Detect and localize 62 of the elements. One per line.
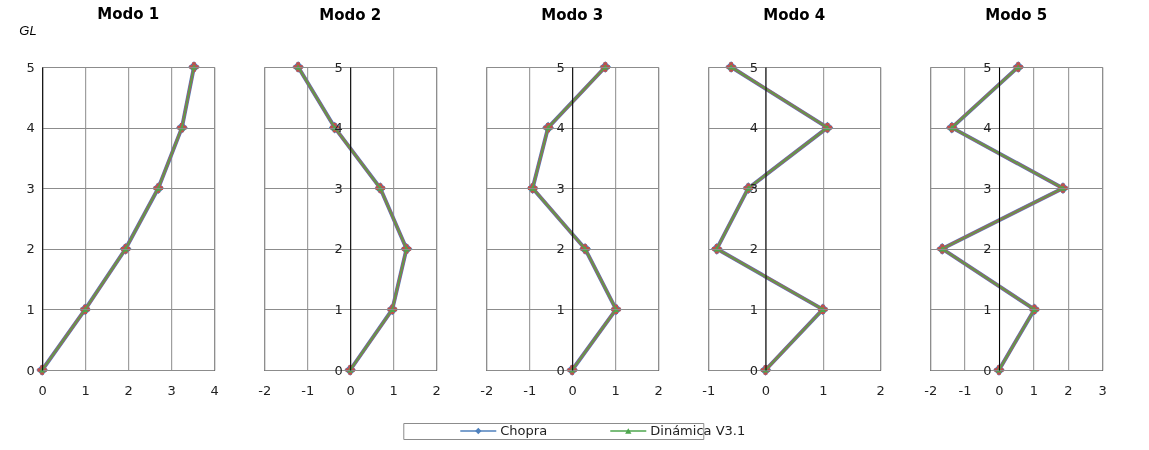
y-tick-label: 2 [26, 241, 35, 257]
y-tick-label: 0 [749, 362, 759, 378]
y-tick-label: 1 [26, 301, 35, 317]
x-tick-label: 2 [654, 382, 663, 398]
y-tick-label: 1 [334, 301, 343, 317]
x-tick-label: -1 [702, 382, 716, 398]
x-tick-label: 3 [1098, 382, 1107, 398]
x-tick-label: 2 [876, 382, 885, 398]
y-tick-label: 3 [983, 180, 992, 196]
x-tick-label: 1 [611, 382, 620, 398]
y-tick-label: 5 [749, 59, 759, 75]
y-tick-label: 5 [556, 59, 565, 75]
y-tick-label: 3 [26, 180, 35, 196]
x-tick-label: 0 [568, 382, 577, 398]
x-tick-label: 2 [124, 382, 133, 398]
y-tick-label: 2 [334, 241, 343, 257]
x-tick-label: 4 [210, 382, 219, 398]
y-tick-label: 0 [26, 362, 35, 378]
x-tick-label: -1 [958, 382, 972, 398]
y-tick-label: 0 [334, 362, 343, 378]
x-tick-label: 1 [389, 382, 398, 398]
legend-label: Chopra [500, 423, 548, 438]
y-tick-label: 2 [556, 241, 565, 257]
x-tick-label: 0 [38, 382, 47, 398]
y-tick-label: 1 [556, 301, 565, 317]
x-tick-label: 0 [346, 382, 355, 398]
x-tick-label: -2 [258, 382, 272, 398]
y-tick-label: 0 [556, 362, 565, 378]
y-tick-label: 5 [26, 59, 35, 75]
chart-title: Modo 4 [763, 6, 826, 24]
x-tick-label: 3 [167, 382, 176, 398]
y-tick-label: 1 [749, 301, 759, 317]
x-tick-label: 1 [1029, 382, 1039, 398]
x-tick-label: 2 [432, 382, 441, 398]
y-tick-label: 5 [983, 59, 992, 75]
x-tick-label: 0 [995, 382, 1004, 398]
x-tick-label: -2 [480, 382, 494, 398]
chart-title: Modo 1 [97, 5, 160, 23]
x-tick-label: 1 [819, 382, 828, 398]
chart-title: Modo 5 [985, 6, 1048, 24]
y-tick-label: 0 [983, 362, 992, 378]
x-tick-label: -2 [924, 382, 938, 398]
chart-title: Modo 2 [319, 6, 382, 24]
chart-title: Modo 3 [541, 6, 604, 24]
y-tick-label: 4 [749, 120, 759, 136]
y-tick-label: 3 [749, 180, 759, 196]
y-tick-label: 4 [556, 120, 565, 136]
x-tick-label: 0 [761, 382, 771, 398]
y-tick-label: 4 [983, 120, 992, 136]
legend-label: Dinámica V3.1 [650, 423, 746, 438]
x-tick-label: 1 [81, 382, 90, 398]
y-axis-title: GL [19, 22, 37, 38]
y-tick-label: 2 [749, 241, 759, 257]
x-tick-label: -1 [523, 382, 537, 398]
y-tick-label: 3 [556, 180, 565, 196]
y-tick-label: 1 [983, 301, 992, 317]
x-tick-label: 2 [1064, 382, 1073, 398]
y-tick-label: 4 [26, 120, 35, 136]
y-tick-label: 5 [334, 59, 343, 75]
y-tick-label: 3 [334, 180, 343, 196]
y-tick-label: 2 [983, 241, 992, 257]
x-tick-label: -1 [301, 382, 315, 398]
